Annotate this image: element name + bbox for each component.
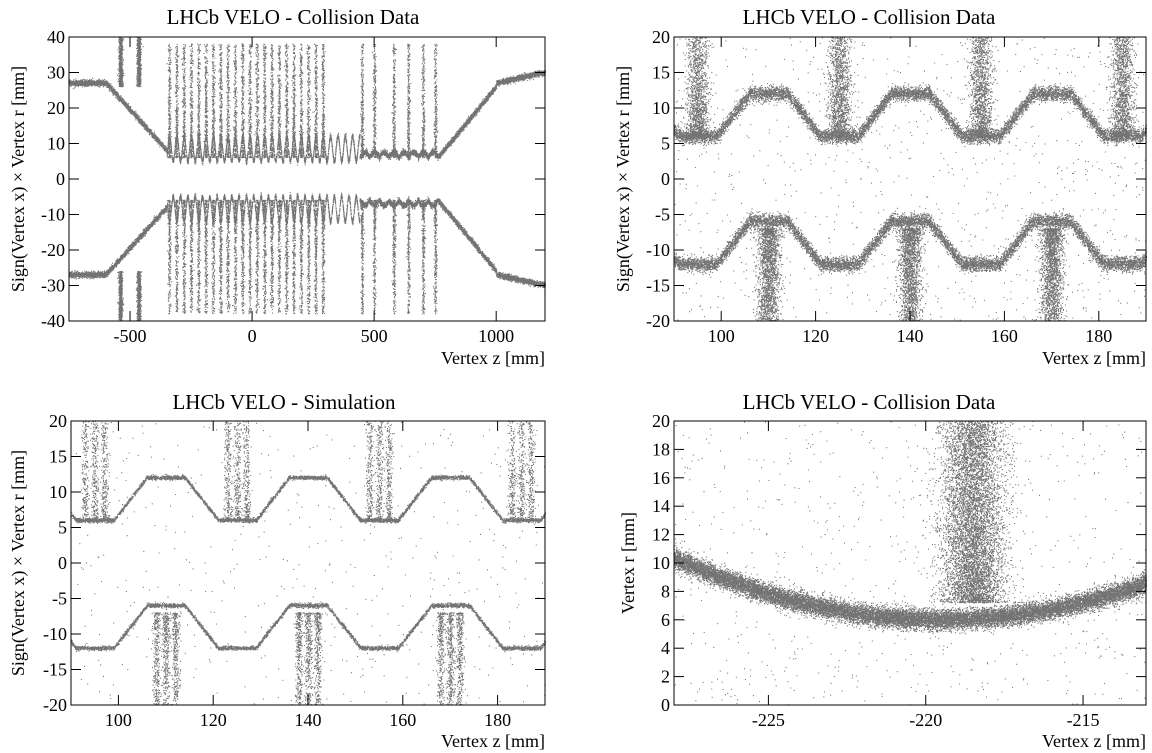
y-tick-label: -20: [43, 695, 67, 715]
x-tick-label: 120: [200, 710, 227, 730]
x-tick-label: 180: [484, 710, 511, 730]
y-tick-label: 15: [652, 63, 670, 83]
y-tick-label: 0: [661, 169, 670, 189]
y-axis: -20 -15 -10 -5 0 5 10 15 20: [43, 411, 545, 715]
y-tick-label: 8: [661, 581, 670, 601]
y-tick-label: -15: [646, 276, 670, 296]
y-tick-label: -40: [41, 311, 65, 331]
y-tick-label: -10: [646, 240, 670, 260]
x-axis: 100 120 140 160 180: [105, 421, 511, 730]
y-tick-label: -20: [41, 240, 65, 260]
y-tick-label: 5: [58, 518, 67, 538]
y-tick-label: 10: [652, 98, 670, 118]
x-axis-label: Vertex z [mm]: [441, 348, 545, 368]
y-tick-label: 12: [652, 525, 670, 545]
x-tick-label: 160: [991, 326, 1018, 346]
y-tick-label: -20: [646, 311, 670, 331]
x-tick-label: 140: [897, 326, 924, 346]
y-tick-label: 14: [652, 496, 670, 516]
y-tick-label: 20: [652, 27, 670, 47]
y-tick-label: -5: [52, 589, 67, 609]
x-axis: -500 0 500 1000: [114, 37, 514, 346]
chart-title: LHCb VELO - Collision Data: [167, 5, 420, 29]
y-tick-label: 20: [47, 98, 65, 118]
x-tick-label: -220: [909, 710, 942, 730]
scatter-points: [674, 36, 1147, 322]
y-axis-label: Sign(Vertex x) × Vertex r [mm]: [8, 450, 29, 676]
y-tick-label: 5: [661, 134, 670, 154]
y-tick-label: 0: [56, 169, 65, 189]
point-cloud: [69, 36, 546, 322]
y-tick-label: -30: [41, 276, 65, 296]
y-axis-label: Sign(Vertex x) × Vertex r [mm]: [613, 66, 634, 292]
x-tick-label: 160: [389, 710, 416, 730]
point-cloud: [71, 420, 546, 706]
y-tick-label: 10: [49, 482, 67, 502]
chart-title: LHCb VELO - Collision Data: [743, 5, 996, 29]
y-tick-label: 30: [47, 63, 65, 83]
x-axis-label: Vertex z [mm]: [441, 731, 545, 751]
point-cloud: [674, 420, 1147, 706]
y-tick-label: -10: [43, 624, 67, 644]
x-tick-label: -215: [1067, 710, 1100, 730]
panel-bottom-right: LHCb VELO - Collision Data -225 -220 -215 …: [618, 390, 1147, 751]
chart-title: LHCb VELO - Collision Data: [743, 390, 996, 414]
x-axis: 100 120 140 160 180: [708, 37, 1112, 346]
x-tick-label: 100: [708, 326, 735, 346]
y-tick-label: 2: [661, 667, 670, 687]
y-tick-label: 20: [652, 411, 670, 431]
y-tick-label: -10: [41, 205, 65, 225]
chart-title: LHCb VELO - Simulation: [172, 390, 396, 414]
y-tick-label: 10: [47, 134, 65, 154]
x-axis: -225 -220 -215: [752, 421, 1100, 730]
y-axis-label: Sign(Vertex x) × Vertex r [mm]: [8, 66, 29, 292]
y-tick-label: 4: [661, 638, 670, 658]
x-axis-label: Vertex z [mm]: [1042, 348, 1146, 368]
x-tick-label: 0: [248, 326, 257, 346]
y-axis: -40 -30 -20 -10 0 10 20 30 40: [41, 27, 545, 331]
y-tick-label: -15: [43, 660, 67, 680]
x-tick-label: 140: [295, 710, 322, 730]
x-tick-label: -500: [114, 326, 147, 346]
panel-top-left: LHCb VELO - Collision Data -500 0 500 1000 …: [8, 5, 546, 368]
y-tick-label: -5: [655, 205, 670, 225]
plot-frame: [673, 420, 1147, 706]
y-tick-label: 16: [652, 468, 670, 488]
x-tick-label: 100: [105, 710, 132, 730]
x-tick-label: -225: [752, 710, 785, 730]
y-tick-label: 0: [58, 553, 67, 573]
panel-top-right: LHCb VELO - Collision Data 100 120 140 160 1…: [613, 5, 1147, 368]
x-axis-label: Vertex z [mm]: [1042, 731, 1146, 751]
y-axis: 0 2 4 6 8 10 12 14 16 18 20: [652, 411, 1146, 715]
scatter-points: [69, 36, 546, 322]
y-axis: -20 -15 -10 -5 0 5 10 15 20: [646, 27, 1146, 331]
x-tick-label: 120: [802, 326, 829, 346]
panel-bottom-left: LHCb VELO - Simulation 100 120 140 160 180 -…: [8, 390, 546, 751]
y-tick-label: 10: [652, 553, 670, 573]
x-tick-label: 180: [1085, 326, 1112, 346]
point-cloud: [674, 36, 1147, 322]
x-tick-label: 500: [361, 326, 388, 346]
y-tick-label: 6: [661, 610, 670, 630]
y-tick-label: 0: [661, 695, 670, 715]
y-tick-label: 20: [49, 411, 67, 431]
scatter-points: [674, 420, 1147, 706]
x-tick-label: 1000: [478, 326, 514, 346]
y-tick-label: 40: [47, 27, 65, 47]
y-axis-label: Vertex r [mm]: [618, 512, 638, 614]
y-tick-label: 15: [49, 447, 67, 467]
scatter-points: [71, 420, 546, 706]
y-tick-label: 18: [652, 439, 670, 459]
